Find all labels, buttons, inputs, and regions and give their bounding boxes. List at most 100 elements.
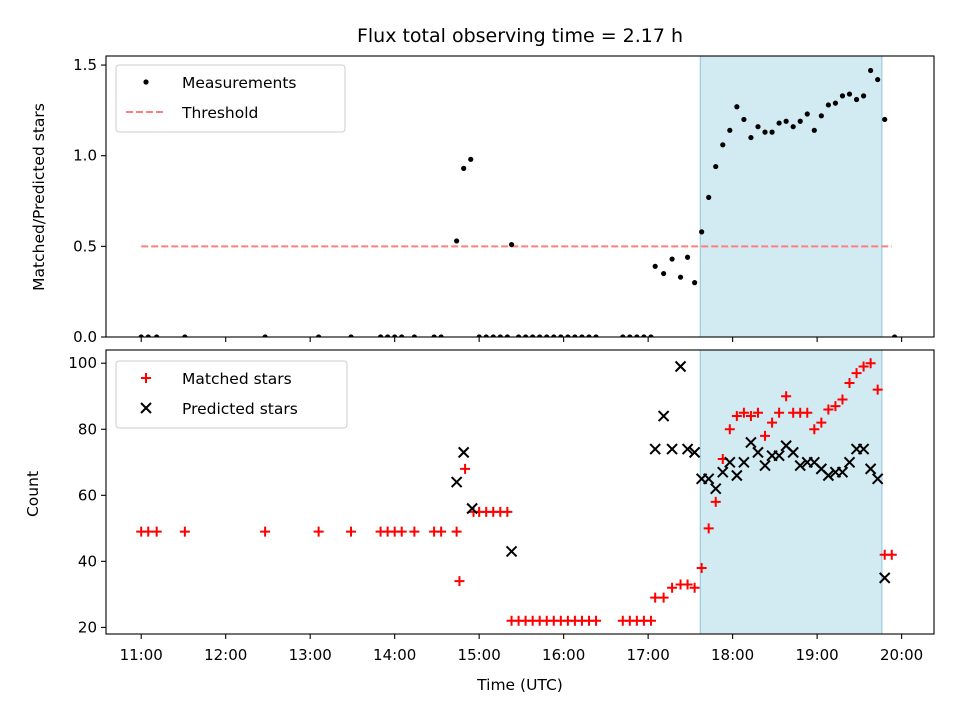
x-axis-label: Time (UTC) <box>476 676 563 694</box>
data-point <box>830 401 841 412</box>
data-point <box>454 238 460 244</box>
legend-label: Threshold <box>181 104 258 122</box>
data-point <box>822 469 835 482</box>
data-point <box>738 407 749 418</box>
top-legend: Measurements Threshold <box>115 64 346 133</box>
data-point <box>450 476 463 488</box>
data-point <box>767 417 778 428</box>
data-point <box>759 459 771 472</box>
highlight-span <box>699 349 883 635</box>
bottom-plot-area: 20 40 60 80 100 11:00 12:00 13:00 14:00 15:00 16:0… <box>68 349 935 664</box>
data-point <box>706 194 712 201</box>
data-point <box>875 76 881 83</box>
data-point <box>627 334 633 337</box>
data-point <box>661 270 667 277</box>
data-point <box>154 334 160 337</box>
data-point <box>853 96 860 103</box>
data-point <box>645 615 656 626</box>
data-point <box>774 407 785 418</box>
y-tick-label: 100 <box>68 354 97 372</box>
data-point <box>505 545 518 558</box>
data-point <box>669 256 675 262</box>
data-point <box>734 104 740 110</box>
data-point <box>652 263 658 269</box>
chart-title: Flux total observing time = 2.17 h <box>357 25 683 47</box>
x-tick-label: 11:00 <box>120 646 163 664</box>
data-point <box>385 334 391 337</box>
data-point <box>702 473 715 485</box>
data-point <box>530 334 536 337</box>
data-point <box>823 404 834 415</box>
data-point <box>752 446 764 459</box>
data-point <box>860 93 867 99</box>
data-point <box>151 526 162 537</box>
data-point <box>399 334 405 337</box>
data-point <box>620 334 626 337</box>
x-tick-label: 17:00 <box>627 646 670 664</box>
legend-marker <box>143 79 149 85</box>
data-point <box>682 579 693 590</box>
data-point <box>724 424 735 435</box>
data-point <box>515 334 522 337</box>
data-point <box>565 334 571 337</box>
data-point <box>145 334 151 337</box>
data-point <box>858 361 869 372</box>
highlight-span <box>699 55 883 338</box>
data-point <box>872 384 883 395</box>
data-point <box>666 443 678 455</box>
x-tick-label: 19:00 <box>796 646 839 664</box>
legend-marker <box>141 373 151 383</box>
data-point <box>681 443 694 455</box>
data-point <box>731 411 742 422</box>
data-point <box>260 526 271 537</box>
data-point <box>262 334 268 337</box>
data-point <box>748 134 754 141</box>
data-point <box>844 378 855 389</box>
data-point <box>411 334 417 337</box>
data-point <box>804 111 810 117</box>
data-point <box>868 67 874 74</box>
data-point <box>836 466 849 478</box>
data-point <box>797 118 803 124</box>
legend-label: Measurements <box>182 74 297 92</box>
data-point <box>466 502 478 515</box>
legend-label: Matched stars <box>182 370 292 388</box>
axes-frame <box>105 349 935 635</box>
data-point <box>658 592 669 603</box>
data-point <box>551 334 557 337</box>
data-point <box>377 334 384 337</box>
top-plot-area: 0.0 0.5 1.0 1.5 <box>73 55 935 346</box>
data-point <box>843 456 856 468</box>
data-point <box>755 124 761 130</box>
data-point <box>886 549 897 560</box>
data-point <box>476 334 482 337</box>
data-point <box>179 526 190 537</box>
data-point <box>593 334 599 337</box>
series-plus <box>136 358 897 626</box>
data-point <box>752 407 763 418</box>
data-point <box>891 334 898 337</box>
data-point <box>816 417 827 428</box>
data-point <box>657 410 670 422</box>
data-point <box>879 572 891 584</box>
data-point <box>641 334 647 337</box>
data-point <box>454 576 465 587</box>
data-point <box>586 334 592 337</box>
data-point <box>769 129 775 135</box>
data-point <box>316 334 322 337</box>
y-tick-label: 1.0 <box>73 147 97 165</box>
x-tick-label: 12:00 <box>204 646 247 664</box>
data-point <box>457 446 470 459</box>
data-point <box>143 526 154 537</box>
top-y-axis-label: Matched/Predicted stars <box>30 103 48 291</box>
data-point <box>864 463 877 475</box>
data-point <box>865 358 876 369</box>
legend-marker <box>140 402 152 414</box>
x-tick-label: 16:00 <box>542 646 585 664</box>
legend-box <box>115 64 346 133</box>
data-point <box>138 334 144 337</box>
data-point <box>811 127 817 133</box>
series-dot <box>138 67 898 337</box>
data-point <box>696 562 707 573</box>
data-point <box>348 334 354 337</box>
